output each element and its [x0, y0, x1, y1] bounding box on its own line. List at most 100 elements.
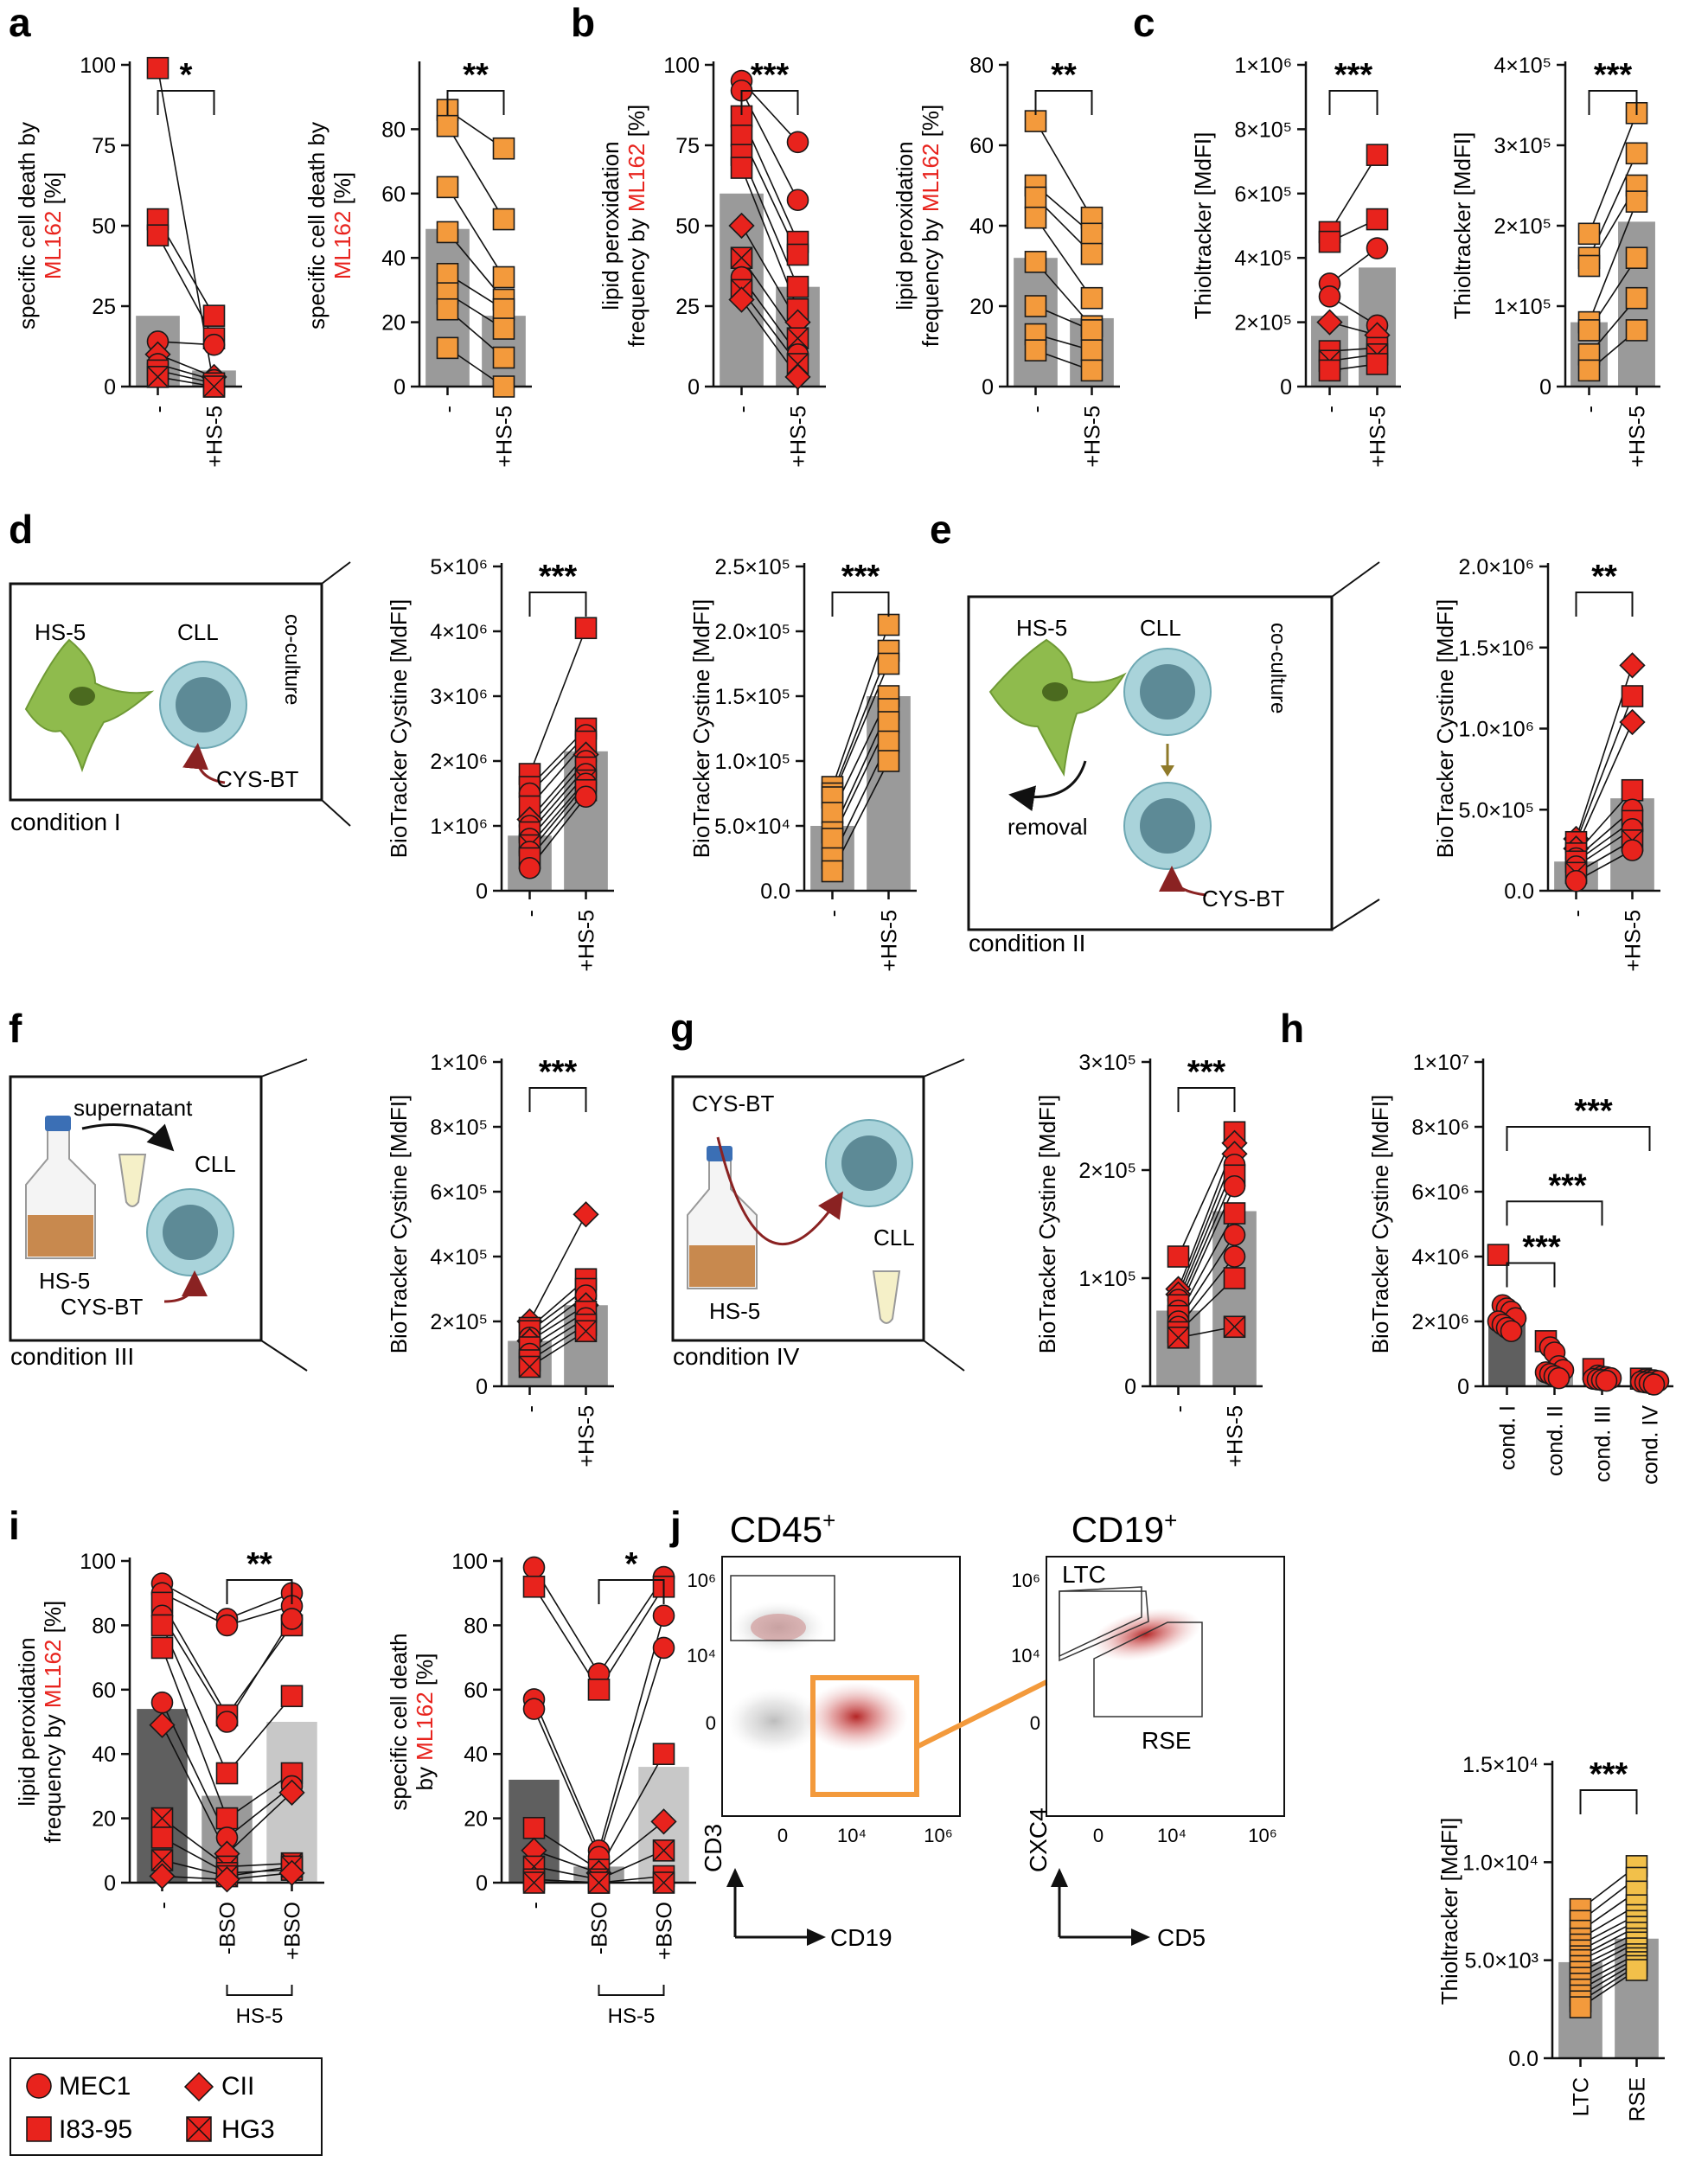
y-tick-label: 20	[969, 295, 994, 319]
legend-label: I83-95	[59, 2115, 132, 2144]
y-tick-label: 60	[969, 134, 994, 158]
significance-stars: ***	[841, 559, 880, 595]
x-tick-label: -	[1565, 910, 1590, 917]
cysbt-arrow	[163, 1270, 208, 1303]
data-point-square	[1621, 778, 1644, 802]
cysbt-label: CYS-BT	[1202, 886, 1284, 911]
data-point-diamond	[728, 212, 755, 240]
x-tick-label: cond. IV	[1639, 1405, 1663, 1485]
crossbox-line	[1223, 1315, 1246, 1338]
y-axis-label: Thioltracker [MdFI]	[1436, 1818, 1462, 2005]
y-tick-label: 80	[92, 1614, 116, 1638]
y-tick-label: 1×10⁵	[1494, 295, 1551, 319]
data-point-diamond	[1619, 708, 1646, 736]
zoom-line	[923, 1340, 965, 1372]
y-tick-label: 1×10⁵	[1078, 1267, 1136, 1291]
tube	[118, 1154, 147, 1207]
data-point-circle	[280, 1608, 304, 1630]
crossbox-line	[146, 366, 170, 388]
data-point-crossbox	[574, 1320, 598, 1343]
data-point-circle	[786, 189, 809, 212]
significance-bracket	[740, 90, 799, 115]
pair-line	[1034, 120, 1093, 219]
cll-label: CLL	[177, 619, 219, 645]
data-point-diamond	[650, 1808, 677, 1835]
data-point-circle	[202, 333, 226, 356]
cysbt-arrow	[1159, 866, 1207, 897]
cll-label: CLL	[195, 1151, 236, 1177]
data-point-square	[215, 1762, 239, 1785]
y-tick-label: 0.0	[1508, 2047, 1538, 2071]
axis-arrowhead	[726, 1868, 744, 1887]
data-point-circle	[150, 1691, 174, 1714]
y-axis-label: lipid peroxidation	[598, 141, 624, 310]
data-point-circle	[1595, 1369, 1618, 1392]
bar	[1014, 258, 1058, 387]
significance-stars: ***	[1334, 57, 1373, 93]
y-tick-label: 1.0×10⁵	[714, 750, 790, 774]
data-point-square	[786, 243, 809, 266]
data-point-square	[1625, 1959, 1648, 1981]
data-point-square	[436, 297, 459, 321]
axis-arrowhead	[1051, 1868, 1068, 1887]
significance-bracket	[1328, 90, 1379, 115]
data-point-square	[1625, 190, 1648, 213]
data-point-square	[146, 224, 170, 246]
x-tick: 0	[1093, 1825, 1103, 1846]
y-tick-label: 1×10⁶	[430, 815, 488, 839]
data-point-circle	[1223, 1224, 1246, 1246]
data-point-diamond	[1619, 652, 1646, 679]
crossbox-line	[652, 1871, 675, 1894]
data-point-square	[1024, 251, 1047, 273]
crossbox-line	[730, 246, 753, 269]
x-tick-label: -	[519, 1405, 543, 1412]
chart-g: 0 1×10⁵ 2×10⁵ 3×10⁵ - +HS-5 BioTracker Cystine…	[1034, 1051, 1263, 1468]
significance-bracket	[1575, 592, 1634, 617]
y-tick-label: 1.0×10⁶	[1459, 718, 1534, 742]
y-axis-label: BioTracker Cystine [MdFI]	[386, 1095, 412, 1354]
label-part: frequency by	[40, 1708, 66, 1843]
panel-label-e: e	[930, 507, 952, 552]
y-tick-label: 1×10⁷	[1413, 1051, 1469, 1075]
significance-bracket	[1579, 1789, 1638, 1814]
y-tick-label: 5.0×10³	[1465, 1949, 1539, 1973]
x-tick: 0	[777, 1825, 788, 1846]
significance-stars: ***	[1590, 1756, 1628, 1793]
y-axis-label: ML162 [%]	[40, 172, 66, 279]
crossbox-line	[518, 1355, 541, 1378]
circle-icon	[26, 2073, 52, 2099]
crossbox-line	[786, 327, 809, 349]
data-point-circle	[1223, 1174, 1246, 1198]
data-point-square	[1080, 286, 1103, 310]
cysbt-arrow	[182, 743, 226, 784]
y-tick-label: 60	[464, 1679, 488, 1703]
flask-medium	[28, 1215, 93, 1257]
group-label: HS-5	[236, 2005, 284, 2028]
ml162-highlight: ML162	[329, 211, 355, 280]
chart-i-left: 0 20 40 60 80 100 - -BSO +BSO lipid peroxidation f…	[14, 1546, 324, 2028]
significance-bracket	[1588, 90, 1638, 115]
y-tick-label: 5×10⁶	[430, 555, 488, 579]
cll-label: CLL	[873, 1225, 915, 1251]
y-tick-label: 3×10⁵	[1494, 134, 1551, 158]
chart-i-right: 0 20 40 60 80 100 - -BSO +BSO specific cell death…	[386, 1546, 696, 2028]
x-tick-label: +BSO	[653, 1902, 677, 1960]
legend-label: HG3	[221, 2115, 275, 2144]
significance-stars: **	[463, 57, 489, 93]
data-point-crossbox	[146, 366, 170, 388]
y-axis-label: by ML162 [%]	[412, 1653, 438, 1791]
chart-a-right: 0 20 40 60 80 - +HS-5 specific cell death by ML1…	[304, 57, 532, 468]
y-tick-label: 6×10⁵	[1234, 182, 1292, 207]
x-tick-label: -BSO	[216, 1902, 240, 1954]
x-tick-label: +HS-5	[203, 406, 227, 468]
y-axis-label: BioTracker Cystine [MdFI]	[1367, 1095, 1393, 1354]
b-cell-gate	[810, 1675, 919, 1797]
data-point-crossbox	[522, 1871, 546, 1894]
significance-stars: **	[1051, 57, 1077, 93]
y-tick-label: 3×10⁶	[430, 685, 488, 709]
gate-connector	[915, 1679, 1048, 1749]
pair-line	[1177, 1174, 1236, 1306]
square-icon	[26, 2116, 52, 2142]
data-point-square	[574, 617, 598, 640]
